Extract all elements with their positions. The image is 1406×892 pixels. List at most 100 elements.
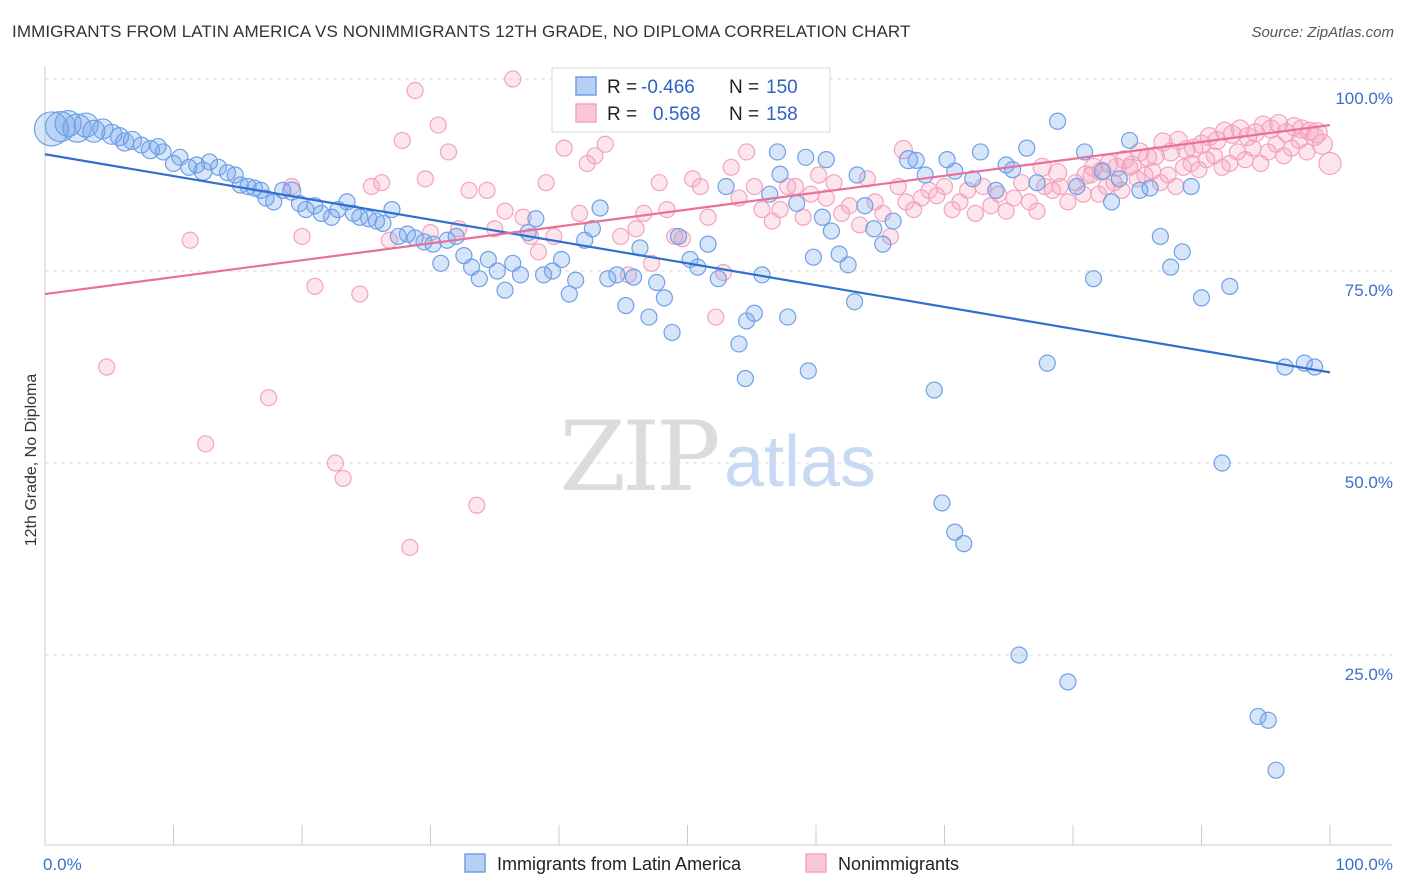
immigrants-point-0 [33,111,70,147]
legend-n-label-nonimmigrants: N = [729,104,759,125]
nonimmigrants-point-14 [401,538,419,557]
immigrants-point-85 [717,177,735,196]
immigrants-point-72 [608,266,626,284]
immigrants-point-11 [132,136,150,154]
immigrants-point-60 [511,266,530,284]
immigrants-point-79 [663,323,681,342]
nonimmigrants-point-162 [1047,163,1068,183]
immigrants-point-117 [1004,161,1022,179]
watermark-atlas: atlas [724,422,876,502]
nonimmigrants-point-34 [570,204,589,222]
immigrants-point-92 [779,308,797,326]
immigrants-point-82 [689,258,707,276]
immigrants-point-91 [768,143,787,161]
nonimmigrants-point-1 [181,231,199,249]
immigrants-point-88 [745,304,763,322]
immigrants-point-106 [907,151,925,170]
nonimmigrants-point-49 [691,177,709,196]
immigrants-point-124 [1068,177,1086,196]
immigrants-point-8 [109,127,130,147]
immigrants-point-65 [552,250,571,269]
nonimmigrants-point-62 [794,208,812,226]
immigrants-point-143 [1276,358,1294,376]
nonimmigrants-point-92 [1028,202,1046,220]
immigrants-point-86 [730,335,748,353]
nonimmigrants-point-43 [642,254,661,272]
nonimmigrants-point-96 [1059,193,1077,211]
immigrants-point-131 [1131,181,1149,199]
immigrants-point-84 [709,270,727,288]
immigrants-point-128 [1102,193,1121,211]
nonimmigrants-point-18 [429,116,447,134]
immigrants-point-77 [648,273,666,292]
nonimmigrants-point-64 [809,166,828,184]
immigrants-point-135 [1173,243,1191,261]
immigrants-point-99 [839,256,857,274]
nonimmigrants-point-152 [1145,146,1165,166]
immigrants-point-146 [946,523,964,541]
nonimmigrants-point-32 [555,139,573,157]
immigrants-point-132 [1141,179,1159,197]
immigrants-point-62 [527,210,545,228]
legend-r-value-nonimmigrants: 0.568 [653,104,701,125]
immigrants-point-123 [1059,673,1077,691]
nonimmigrants-point-42 [635,204,653,222]
immigrants-point-145 [1305,358,1324,376]
nonimmigrants-point-53 [722,158,740,176]
immigrants-point-71 [599,270,617,288]
immigrants-point-35 [312,204,330,222]
nonimmigrants-point-69 [851,216,869,234]
legend-r-value-immigrants: -0.466 [641,77,695,98]
immigrants-point-130 [1120,131,1139,150]
immigrants-point-107 [916,166,934,184]
immigrants-point-66 [560,285,578,303]
immigrants-point-150 [845,293,864,311]
nonimmigrants-point-16 [416,170,434,188]
immigrants-point-127 [1093,162,1112,180]
nonimmigrants-point-51 [707,308,725,326]
immigrants-point-114 [971,143,990,161]
nonimmigrants-point-106 [1136,166,1154,184]
nonimmigrants-point-156 [1114,150,1135,170]
legend-n-value-nonimmigrants: 158 [766,104,798,125]
immigrants-point-70 [591,199,609,217]
nonimmigrants-point-84 [966,204,984,222]
nonimmigrants-point-56 [745,177,763,196]
immigrants-point-21 [209,158,228,176]
immigrants-point-56 [479,250,497,269]
nonimmigrants-point-110 [1167,177,1185,196]
immigrants-point-96 [813,208,832,226]
axes [44,66,1392,846]
nonimmigrants-point-59 [771,200,789,219]
immigrants-trend-line [44,153,1331,374]
immigrants-point-4 [73,112,99,138]
nonimmigrants-point-7 [326,454,345,472]
immigrants-point-80 [669,227,688,246]
nonimmigrants-trend-line [44,123,1331,296]
x-tick-label-1: 100.0% [1335,855,1393,874]
immigrants-point-113 [964,170,982,188]
nonimmigrants-point-130 [1318,151,1342,176]
immigrants-point-100 [848,166,866,184]
immigrants-point-139 [1221,277,1239,295]
nonimmigrants-point-27 [514,208,532,226]
immigrants-point-115 [987,181,1005,199]
bottom-legend-swatch-nonimmigrants [805,853,827,873]
immigrants-point-28 [257,189,275,207]
bottom-legend-label-immigrants: Immigrants from Latin America [497,854,742,874]
chart-title: IMMIGRANTS FROM LATIN AMERICA VS NONIMMI… [12,22,911,41]
immigrants-point-138 [1213,454,1231,472]
immigrants-point-148 [799,362,817,380]
immigrants-point-58 [496,281,514,299]
immigrants-point-14 [154,143,172,161]
immigrants-point-5 [82,119,106,143]
nonimmigrants-point-55 [738,143,756,161]
immigrants-point-111 [946,162,964,180]
immigrants-point-134 [1162,258,1180,276]
immigrants-point-103 [874,235,892,253]
immigrants-point-108 [925,381,943,399]
immigrants-point-142 [1267,761,1285,779]
bottom-legend-label-nonimmigrants: Nonimmigrants [838,854,959,874]
series-nonimmigrants-points [98,70,1342,557]
immigrants-point-69 [583,220,602,238]
